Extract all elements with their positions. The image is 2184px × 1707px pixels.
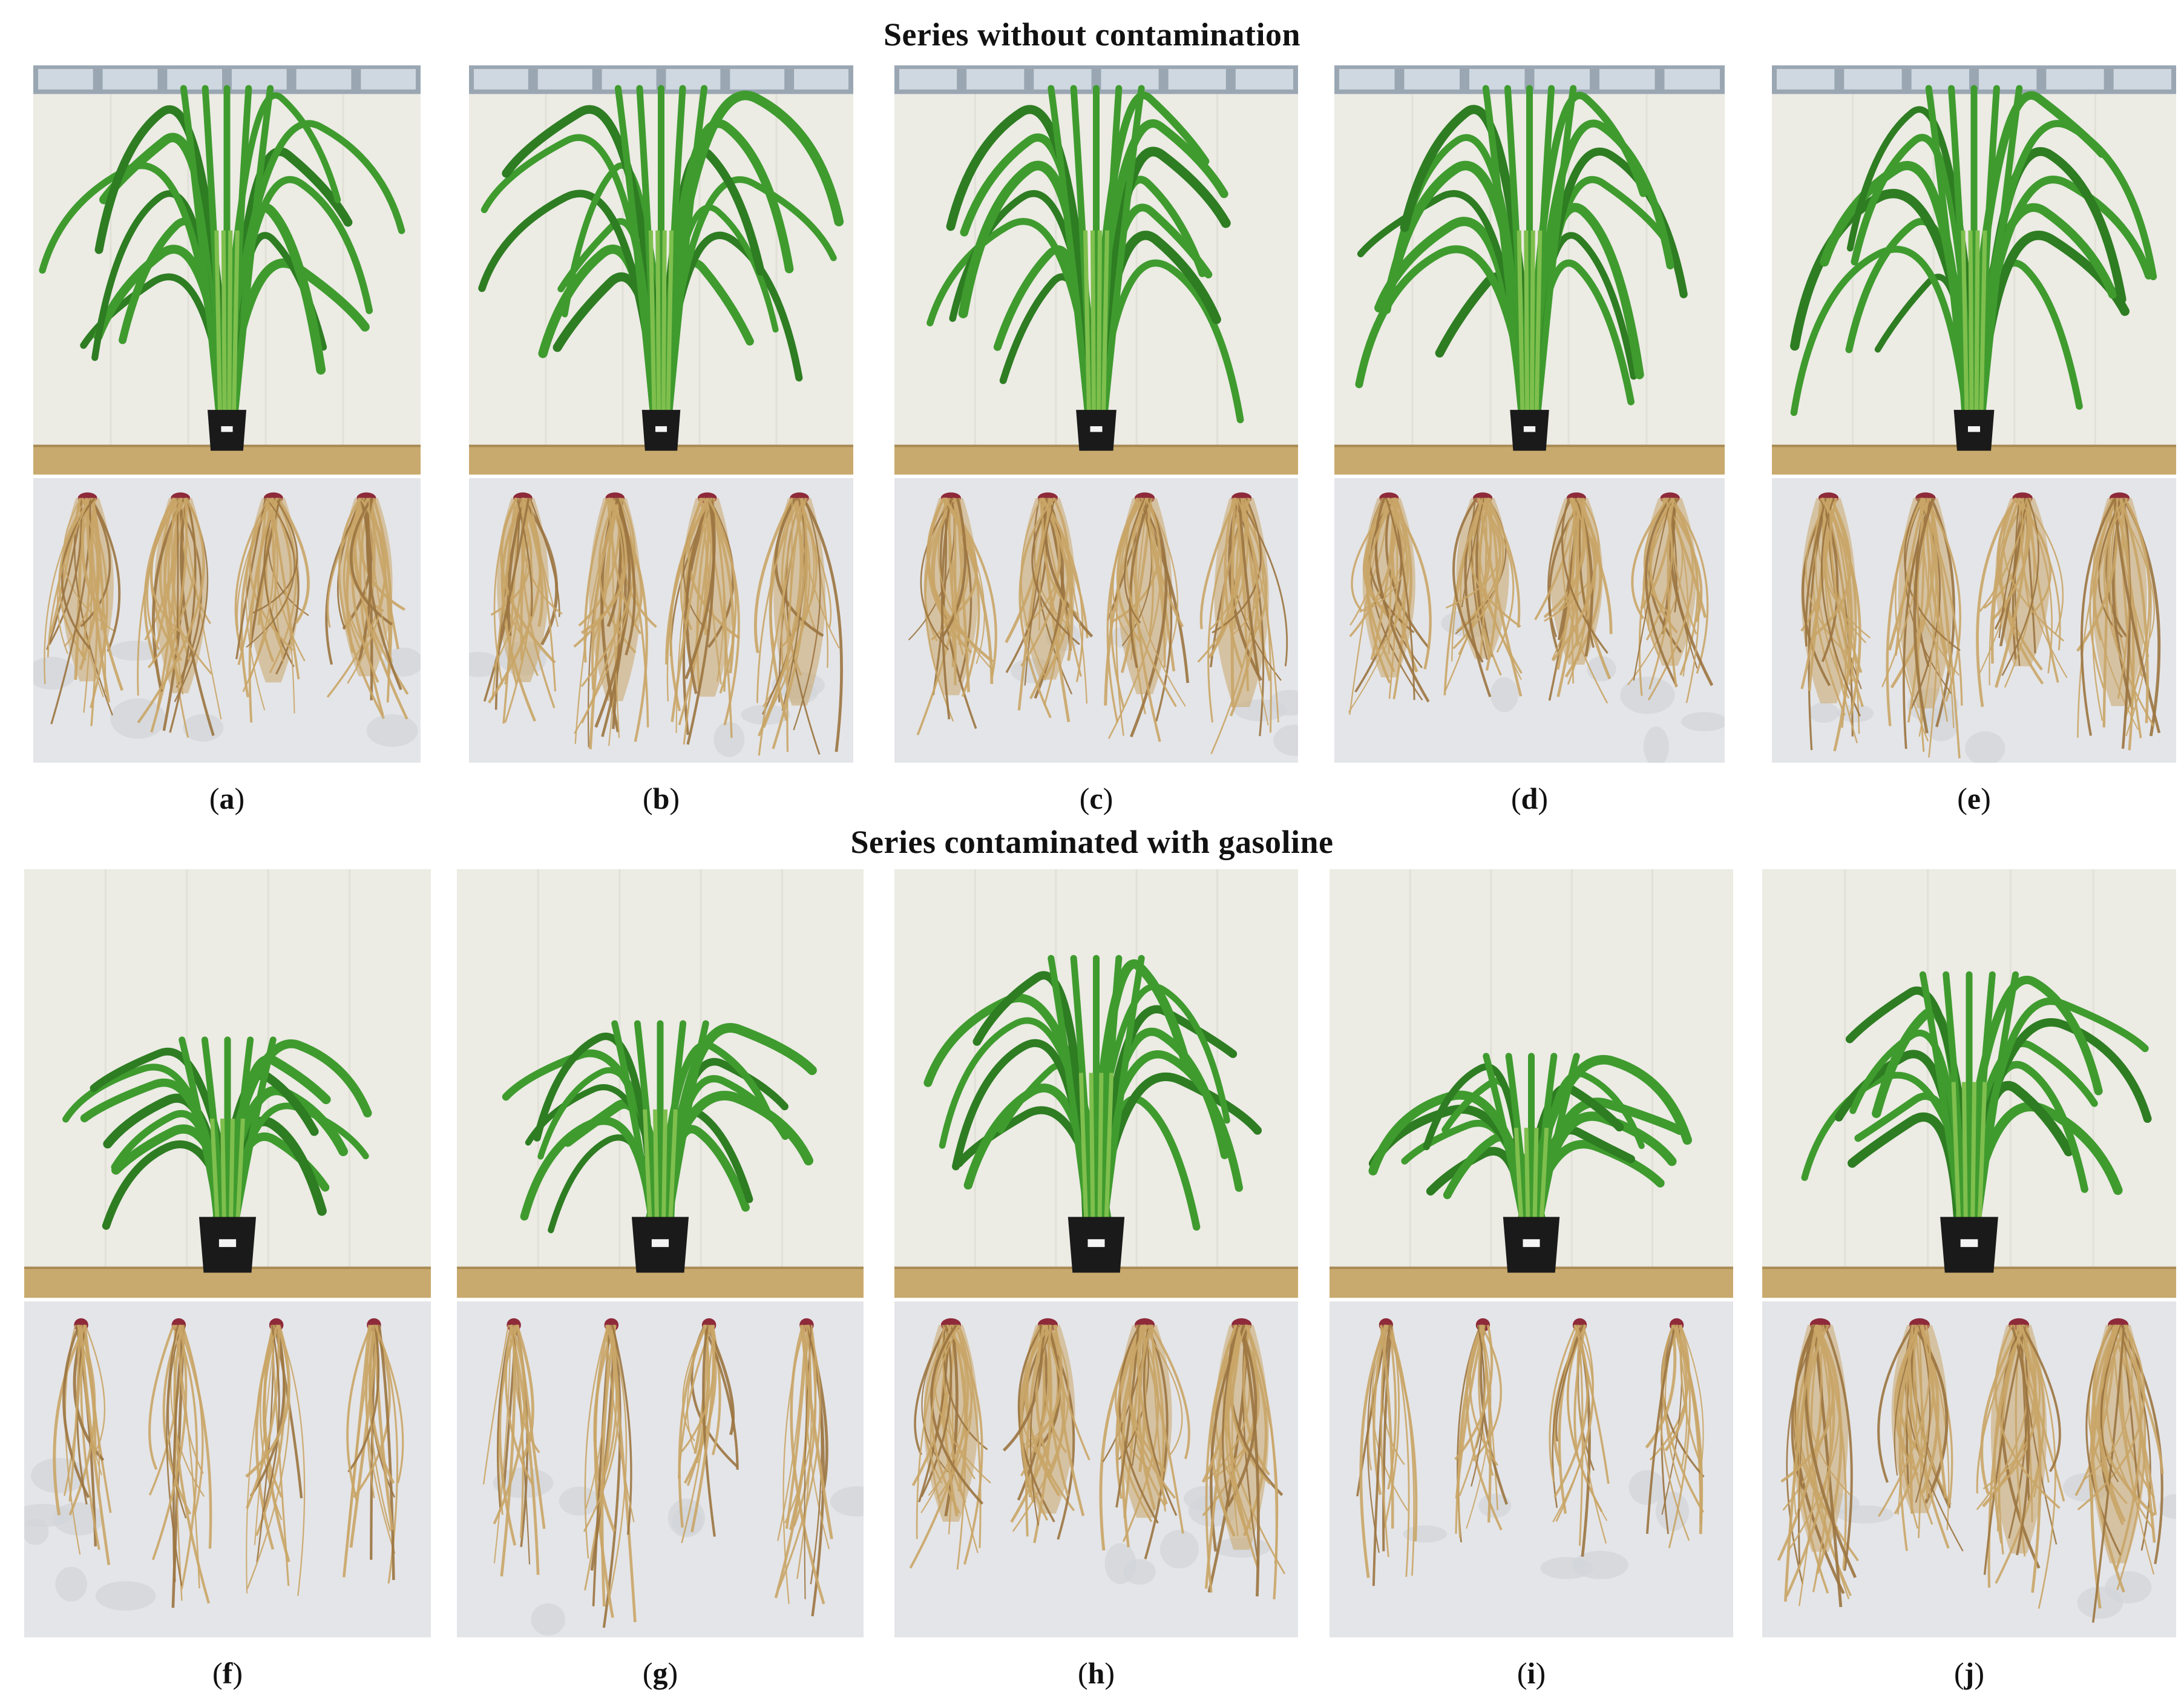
panel-label-c: (c) (1079, 781, 1113, 815)
plant-photo-d (1334, 65, 1725, 475)
panel-h: (h) (894, 869, 1298, 1698)
panel-e: (e) (1772, 65, 2176, 823)
plant-photo-e (1772, 65, 2176, 475)
panel-g: (g) (457, 869, 864, 1698)
series-title-gasoline: Series contaminated with gasoline (850, 824, 1334, 860)
roots-photo-a (33, 478, 421, 763)
roots-photo-f (24, 1301, 431, 1637)
panel-letter-i: i (1527, 1656, 1536, 1690)
panel-letter-c: c (1089, 781, 1103, 815)
panel-a: (a) (33, 65, 421, 823)
panel-letter-e: e (1967, 781, 1981, 815)
roots-photo-e (1772, 478, 2176, 763)
series-title-uncontaminated: Series without contamination (884, 16, 1300, 53)
roots-photo-j (1762, 1301, 2176, 1637)
plant-photo-a (33, 65, 421, 475)
panel-letter-a: a (219, 781, 235, 815)
plant-photo-g (457, 869, 864, 1298)
panel-letter-b: b (652, 781, 670, 815)
panel-label-h: (h) (1077, 1656, 1115, 1690)
panel-letter-f: f (222, 1656, 233, 1690)
panel-i: (i) (1330, 869, 1733, 1698)
panel-label-g: (g) (642, 1656, 678, 1690)
panel-label-a: (a) (209, 781, 245, 815)
roots-photo-h (894, 1301, 1298, 1637)
plant-photo-j (1762, 869, 2176, 1298)
plant-photo-f (24, 869, 431, 1298)
panel-b: (b) (469, 65, 853, 823)
panel-label-f: (f) (212, 1656, 243, 1690)
roots-photo-c (894, 478, 1298, 763)
roots-photo-d (1334, 478, 1725, 763)
plant-photo-h (894, 869, 1298, 1298)
panel-c: (c) (894, 65, 1298, 823)
panel-label-b: (b) (642, 781, 680, 815)
panel-d: (d) (1334, 65, 1725, 823)
panel-letter-d: d (1521, 781, 1538, 815)
plant-photo-b (469, 65, 853, 475)
panel-label-j: (j) (1954, 1656, 1984, 1690)
panel-label-i: (i) (1517, 1656, 1546, 1690)
panel-f: (f) (24, 869, 431, 1698)
roots-photo-g (457, 1301, 864, 1637)
panel-letter-g: g (652, 1656, 668, 1690)
roots-photo-b (469, 478, 853, 763)
panel-letter-j: j (1964, 1656, 1975, 1690)
panel-letter-h: h (1087, 1656, 1105, 1690)
plant-photo-i (1330, 869, 1733, 1298)
panel-label-d: (d) (1510, 781, 1549, 815)
panel-j: (j) (1762, 869, 2176, 1698)
roots-photo-i (1330, 1301, 1733, 1637)
panel-label-e: (e) (1957, 781, 1991, 815)
plant-photo-c (894, 65, 1298, 475)
